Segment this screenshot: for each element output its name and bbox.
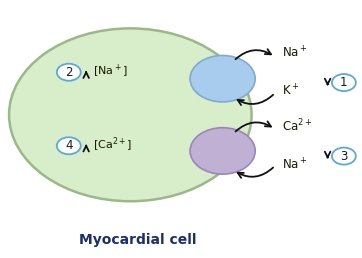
Text: Myocardial cell: Myocardial cell [79,233,196,247]
Text: 3: 3 [340,150,348,163]
Circle shape [190,55,255,102]
Text: 2: 2 [65,66,72,79]
Circle shape [57,137,81,154]
Text: [Na$^+$]: [Na$^+$] [93,63,128,80]
Circle shape [332,148,356,165]
Text: 1: 1 [340,76,348,89]
Circle shape [332,74,356,91]
Text: [Ca$^{2+}$]: [Ca$^{2+}$] [93,136,133,155]
Text: 4: 4 [65,139,72,152]
Circle shape [9,28,252,201]
Text: K$^+$: K$^+$ [282,83,299,99]
Text: Na$^+$: Na$^+$ [282,157,307,172]
Circle shape [190,128,255,174]
Text: Ca$^{2+}$: Ca$^{2+}$ [282,118,312,135]
Circle shape [57,64,81,81]
Text: Na$^+$: Na$^+$ [282,46,307,61]
